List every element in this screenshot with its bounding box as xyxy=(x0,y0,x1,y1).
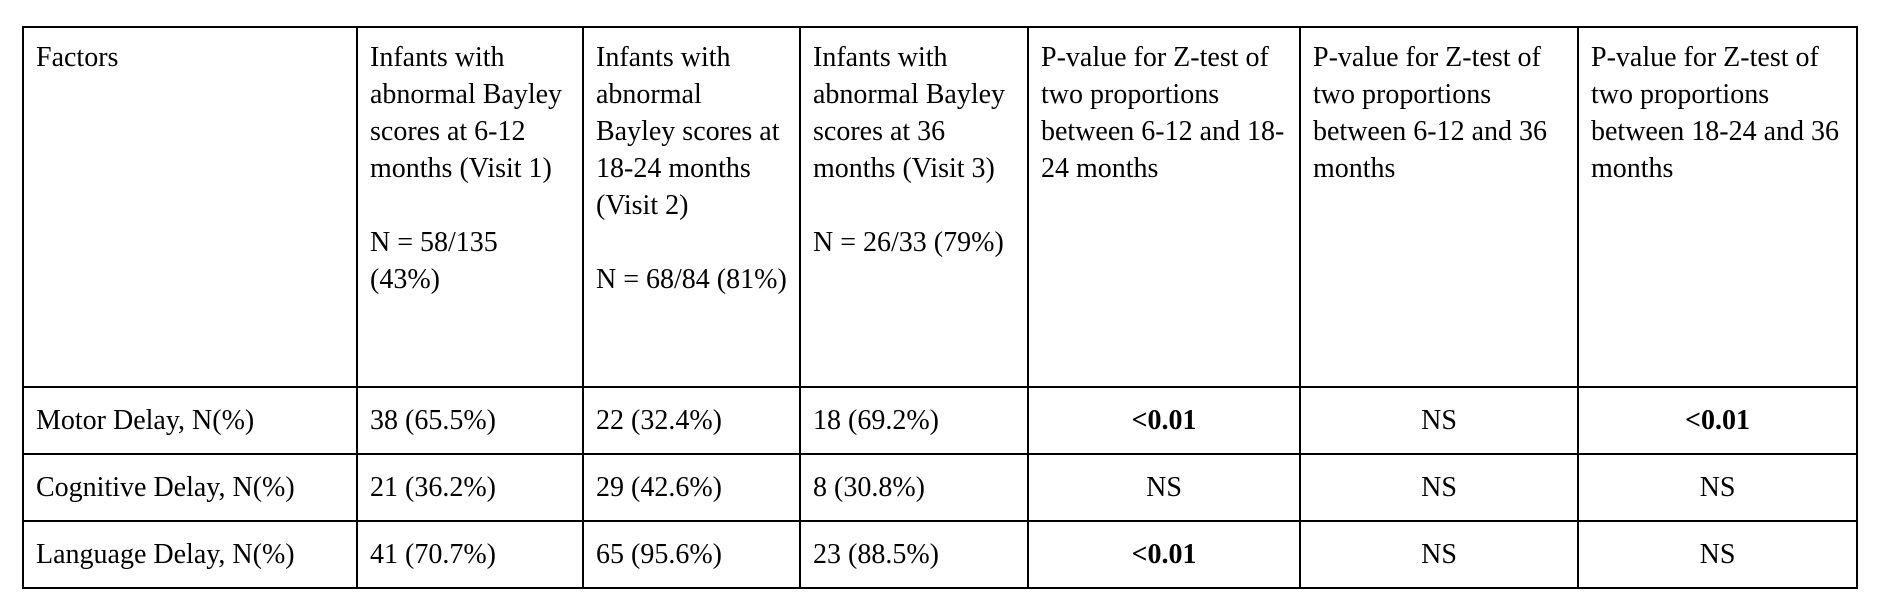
cell-p23: NS xyxy=(1577,453,1858,522)
cell-visit3: 8 (30.8%) xyxy=(799,453,1029,522)
cell-p23: NS xyxy=(1577,520,1858,589)
cell-visit1: 41 (70.7%) xyxy=(356,520,584,589)
cell-factor: Motor Delay, N(%) xyxy=(22,386,358,455)
cell-p12: NS xyxy=(1027,453,1301,522)
header-visit1-label: Infants with abnormal Bayley scores at 6… xyxy=(370,42,563,184)
header-p-value-6-12-vs-18-24: P-value for Z-test of two proportions be… xyxy=(1027,26,1301,388)
header-visit2-n: N = 68/84 (81%) xyxy=(596,264,787,295)
table-row: Motor Delay, N(%) 38 (65.5%) 22 (32.4%) … xyxy=(22,386,1858,455)
header-visit2: Infants with abnormal Bayley scores at 1… xyxy=(582,26,801,388)
header-visit1: Infants with abnormal Bayley scores at 6… xyxy=(356,26,584,388)
header-p-value-18-24-vs-36: P-value for Z-test of two proportions be… xyxy=(1577,26,1858,388)
cell-visit3: 18 (69.2%) xyxy=(799,386,1029,455)
cell-factor: Language Delay, N(%) xyxy=(22,520,358,589)
cell-visit1: 21 (36.2%) xyxy=(356,453,584,522)
header-p-value-6-12-vs-36: P-value for Z-test of two proportions be… xyxy=(1299,26,1579,388)
header-visit1-n: N = 58/135 (43%) xyxy=(370,227,498,295)
header-factors-text: Factors xyxy=(36,42,119,73)
header-p23-text: P-value for Z-test of two proportions be… xyxy=(1591,42,1840,184)
header-p13-text: P-value for Z-test of two proportions be… xyxy=(1313,42,1548,184)
cell-p13: NS xyxy=(1299,386,1579,455)
table-row: Cognitive Delay, N(%) 21 (36.2%) 29 (42.… xyxy=(22,453,1858,522)
table-row: Language Delay, N(%) 41 (70.7%) 65 (95.6… xyxy=(22,520,1858,589)
cell-factor: Cognitive Delay, N(%) xyxy=(22,453,358,522)
table-header-row: Factors Infants with abnormal Bayley sco… xyxy=(22,26,1858,388)
header-visit2-label: Infants with abnormal Bayley scores at 1… xyxy=(596,42,780,221)
cell-visit2: 65 (95.6%) xyxy=(582,520,801,589)
cell-p12: <0.01 xyxy=(1027,386,1301,455)
header-p12-text: P-value for Z-test of two proportions be… xyxy=(1041,42,1285,184)
cell-visit3: 23 (88.5%) xyxy=(799,520,1029,589)
cell-p23: <0.01 xyxy=(1577,386,1858,455)
cell-visit2: 29 (42.6%) xyxy=(582,453,801,522)
header-visit3-label: Infants with abnormal Bayley scores at 3… xyxy=(813,42,1006,184)
header-visit3: Infants with abnormal Bayley scores at 3… xyxy=(799,26,1029,388)
cell-p12: <0.01 xyxy=(1027,520,1301,589)
results-table: Factors Infants with abnormal Bayley sco… xyxy=(22,26,1858,589)
cell-visit1: 38 (65.5%) xyxy=(356,386,584,455)
cell-p13: NS xyxy=(1299,453,1579,522)
header-factors: Factors xyxy=(22,26,358,388)
header-visit3-n: N = 26/33 (79%) xyxy=(813,227,1004,258)
cell-p13: NS xyxy=(1299,520,1579,589)
cell-visit2: 22 (32.4%) xyxy=(582,386,801,455)
